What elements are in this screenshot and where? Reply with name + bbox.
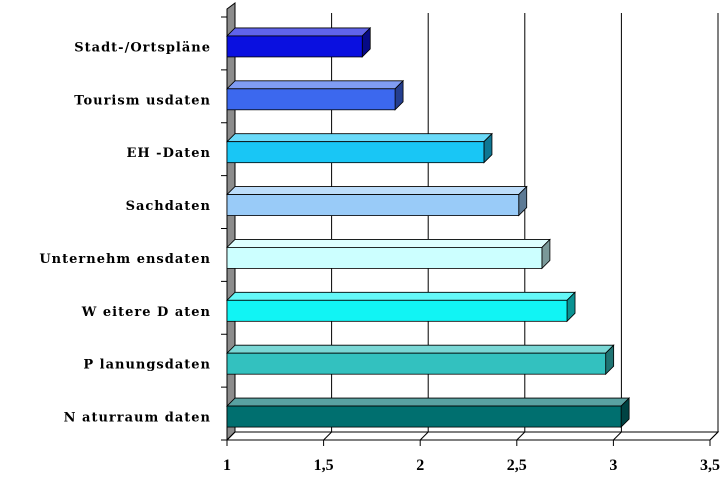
bar <box>226 26 372 58</box>
category-label: P lanungsdaten <box>83 358 211 373</box>
axes <box>221 9 711 446</box>
bar-front-face <box>226 35 363 58</box>
category-label: N aturraum daten <box>64 411 211 426</box>
bar <box>226 397 631 429</box>
bar-top-face <box>226 344 615 354</box>
x-tick-label: 2,5 <box>507 457 527 474</box>
bar-top-face <box>226 291 576 301</box>
bar-top-face <box>226 80 405 90</box>
floor-plane <box>225 431 720 441</box>
x-tick-labels: 1 1,5 2 2,5 3 3,5 <box>223 457 720 474</box>
bar-top-face <box>226 239 551 248</box>
bar-front-face <box>226 194 520 216</box>
bar-front-face <box>226 247 543 269</box>
bar-front-face <box>226 405 622 428</box>
bar-top-face <box>226 397 631 407</box>
x-tick-label: 2 <box>416 457 424 474</box>
bar-front-face <box>226 352 607 375</box>
bar-front-face <box>226 88 396 111</box>
x-tick-label: 1,5 <box>314 457 334 474</box>
category-label: Sachdaten <box>126 199 211 214</box>
category-label: EH -Daten <box>126 146 211 161</box>
bar <box>226 132 493 164</box>
bars <box>226 26 631 429</box>
category-label: Tourism usdaten <box>74 93 211 108</box>
floor-gridline <box>709 431 719 441</box>
category-label: Stadt-/Ortspläne <box>74 40 211 55</box>
bar <box>226 344 615 376</box>
gridlines <box>226 13 719 441</box>
floor-gridline <box>613 431 622 441</box>
floor-gridline <box>419 431 429 441</box>
category-label: Unternehm ensdaten <box>39 252 211 267</box>
bar <box>226 185 528 217</box>
floor-gridline <box>323 431 332 441</box>
bar <box>226 79 405 111</box>
bar-top-face <box>226 186 528 195</box>
floor-gridline <box>226 431 236 441</box>
bar-top-face <box>226 133 493 143</box>
x-tick-label: 3,5 <box>700 457 720 474</box>
bar <box>226 291 576 323</box>
bar-front-face <box>226 141 485 164</box>
bar-front-face <box>226 299 568 322</box>
category-label: W eitere D aten <box>81 305 211 320</box>
x-tick-label: 3 <box>609 457 617 474</box>
bar-top-face <box>226 27 372 37</box>
floor-gridline <box>516 431 526 441</box>
bar <box>226 238 551 270</box>
category-labels: Stadt-/Ortspläne Tourism usdaten EH -Daten… <box>39 40 211 426</box>
x-tick-label: 1 <box>223 457 231 474</box>
